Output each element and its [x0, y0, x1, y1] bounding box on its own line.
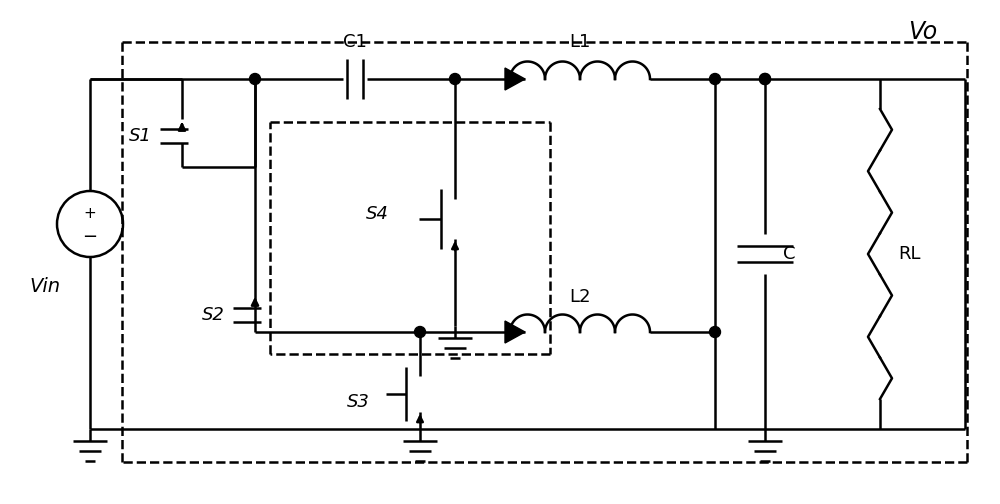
Circle shape	[760, 74, 770, 85]
Circle shape	[710, 74, 720, 85]
Polygon shape	[505, 321, 525, 343]
Text: RL: RL	[898, 245, 920, 263]
Text: +: +	[84, 207, 96, 221]
Polygon shape	[505, 68, 525, 90]
Text: S2: S2	[202, 306, 224, 324]
Text: C1: C1	[343, 33, 367, 51]
Circle shape	[760, 74, 770, 85]
Text: L2: L2	[569, 288, 591, 306]
Text: −: −	[82, 228, 98, 246]
Text: S1: S1	[129, 127, 151, 145]
Text: C: C	[783, 245, 796, 263]
Circle shape	[249, 74, 260, 85]
Text: L1: L1	[569, 33, 591, 51]
Text: S3: S3	[347, 393, 369, 411]
Text: S4: S4	[366, 205, 388, 223]
Text: Vo: Vo	[908, 20, 938, 44]
Circle shape	[710, 327, 720, 338]
Circle shape	[450, 74, 460, 85]
Circle shape	[415, 327, 426, 338]
Text: Vin: Vin	[29, 277, 61, 295]
